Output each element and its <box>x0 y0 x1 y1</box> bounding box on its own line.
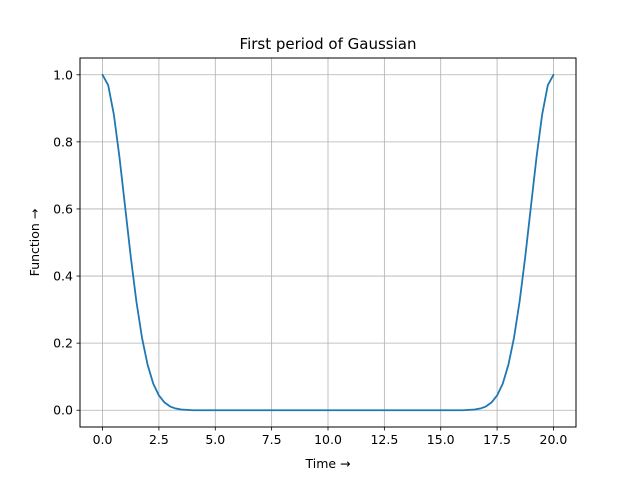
y-tick-label: 0.8 <box>53 134 73 149</box>
y-tick-label: 0.6 <box>53 201 73 216</box>
x-axis-label: Time → <box>304 456 350 471</box>
x-tick-label: 20.0 <box>540 432 568 447</box>
x-axis: 0.0 2.5 5.0 7.5 10.0 12.5 15.0 17.5 20.0 <box>93 427 568 447</box>
series-line <box>101 73 555 412</box>
y-axis-label: Function → <box>27 209 42 277</box>
grid <box>80 58 576 427</box>
series-group <box>101 73 555 412</box>
x-tick-label: 5.0 <box>205 432 225 447</box>
x-tick-label: 0.0 <box>93 432 113 447</box>
y-axis: 0.0 0.2 0.4 0.6 0.8 1.0 <box>53 67 80 418</box>
x-tick-label: 2.5 <box>149 432 169 447</box>
y-tick-label: 0.4 <box>53 269 73 284</box>
chart-title: First period of Gaussian <box>240 35 417 53</box>
y-tick-label: 0.0 <box>53 403 73 418</box>
x-tick-label: 15.0 <box>427 432 455 447</box>
x-tick-label: 10.0 <box>314 432 342 447</box>
y-tick-label: 1.0 <box>53 67 73 82</box>
y-tick-label: 0.2 <box>53 336 73 351</box>
x-tick-label: 17.5 <box>483 432 511 447</box>
x-tick-label: 12.5 <box>370 432 398 447</box>
x-tick-label: 7.5 <box>262 432 282 447</box>
